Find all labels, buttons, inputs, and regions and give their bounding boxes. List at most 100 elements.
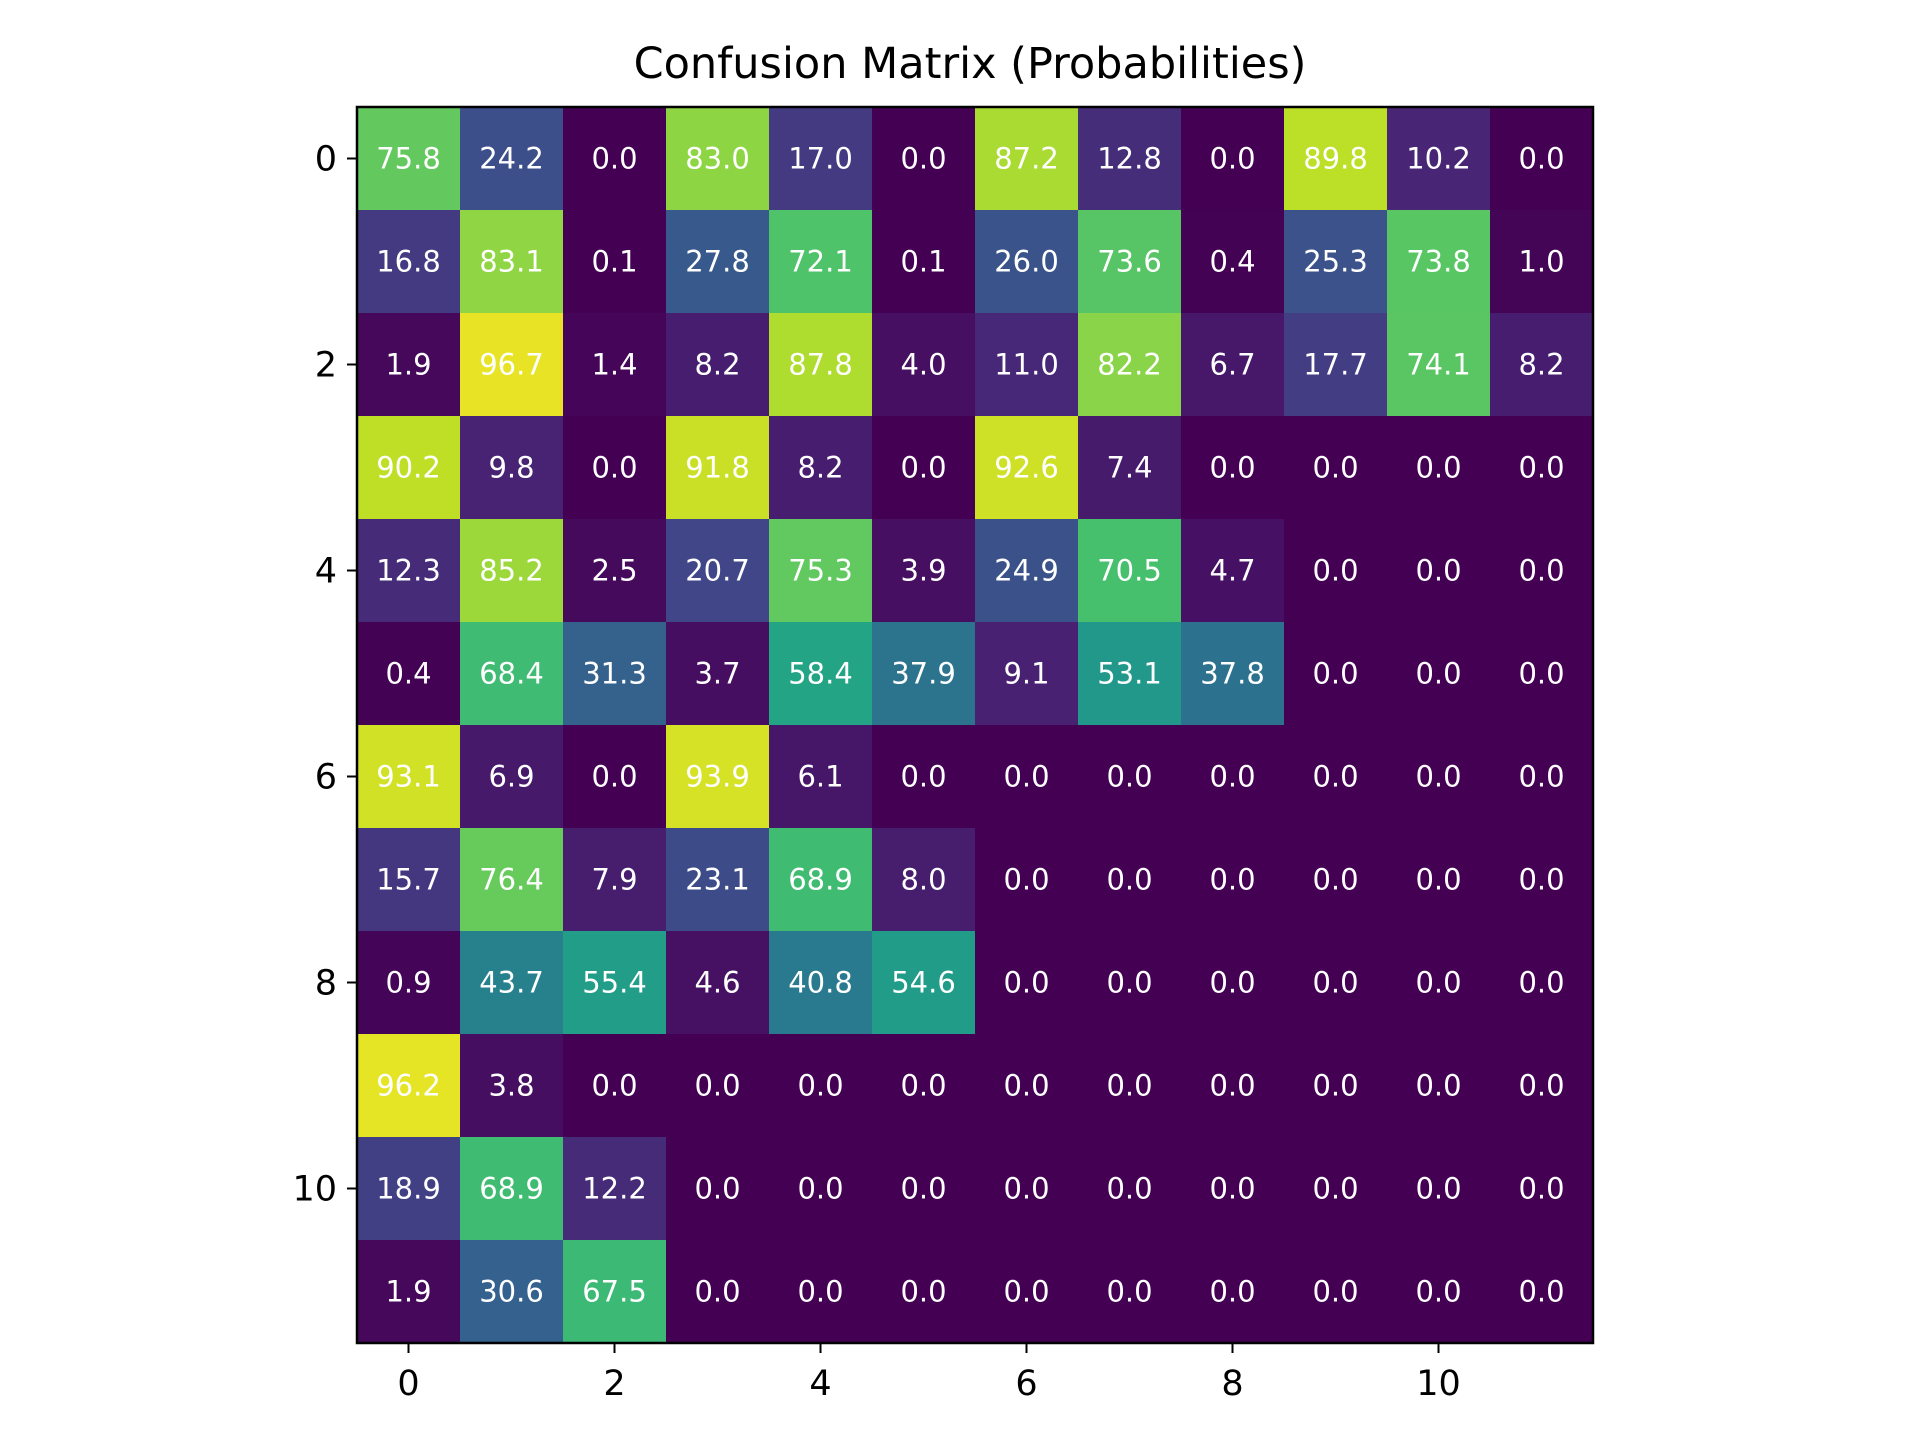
cell-value-label: 17.7 bbox=[1303, 348, 1368, 382]
cell-value-label: 15.7 bbox=[376, 863, 441, 897]
heatmap-cell bbox=[769, 313, 873, 417]
heatmap-cell bbox=[563, 1137, 667, 1241]
cell-value-label: 0.9 bbox=[385, 966, 431, 1000]
cell-value-label: 0.0 bbox=[1518, 554, 1564, 588]
cell-value-label: 9.8 bbox=[488, 451, 534, 485]
heatmap-cell bbox=[872, 107, 976, 211]
cell-value-label: 73.6 bbox=[1097, 245, 1162, 279]
plot-frame bbox=[355, 105, 1595, 1345]
heatmap-cell bbox=[357, 210, 461, 314]
cell-value-label: 93.9 bbox=[685, 760, 750, 794]
heatmap-cell bbox=[666, 725, 770, 829]
heatmap-cell bbox=[1387, 622, 1491, 726]
heatmap-cell bbox=[872, 828, 976, 932]
heatmap-cell bbox=[460, 931, 564, 1035]
heatmap-cell bbox=[666, 828, 770, 932]
cell-value-label: 70.5 bbox=[1097, 554, 1162, 588]
heatmap-cell bbox=[1490, 1240, 1594, 1344]
heatmap-cell bbox=[563, 416, 667, 520]
cell-value-label: 0.0 bbox=[1312, 863, 1358, 897]
heatmap-cell bbox=[1387, 313, 1491, 417]
heatmap-cell bbox=[975, 313, 1079, 417]
heatmap-cell bbox=[1387, 931, 1491, 1035]
x-tick-label: 0 bbox=[397, 1364, 419, 1404]
cell-value-label: 6.7 bbox=[1209, 348, 1255, 382]
heatmap-cell bbox=[1387, 725, 1491, 829]
cell-value-label: 0.0 bbox=[797, 1172, 843, 1206]
cell-value-label: 0.0 bbox=[1415, 1069, 1461, 1103]
y-tick-label: 2 bbox=[315, 346, 337, 386]
cell-value-label: 0.0 bbox=[1209, 1275, 1255, 1309]
heatmap-cell bbox=[1387, 1137, 1491, 1241]
chart-title: Confusion Matrix (Probabilities) bbox=[634, 39, 1307, 89]
cell-value-label: 24.9 bbox=[994, 554, 1059, 588]
cell-value-label: 0.0 bbox=[591, 142, 637, 176]
heatmap-cell bbox=[1181, 725, 1285, 829]
heatmap-cell bbox=[357, 313, 461, 417]
cell-value-label: 89.8 bbox=[1303, 142, 1368, 176]
heatmap-cell bbox=[1181, 931, 1285, 1035]
cell-value-label: 54.6 bbox=[891, 966, 956, 1000]
cell-value-label: 87.8 bbox=[788, 348, 853, 382]
cell-value-label: 31.3 bbox=[582, 657, 647, 691]
cell-value-label: 23.1 bbox=[685, 863, 750, 897]
x-axis: 0 2 4 6 8 10 bbox=[397, 1343, 1461, 1404]
cell-value-label: 8.2 bbox=[797, 451, 843, 485]
cell-value-label: 91.8 bbox=[685, 451, 750, 485]
heatmap-cells bbox=[357, 107, 1594, 1344]
cell-value-label: 96.7 bbox=[479, 348, 544, 382]
cell-value-label: 0.0 bbox=[1106, 1069, 1152, 1103]
heatmap-cell bbox=[563, 107, 667, 211]
cell-value-label: 87.2 bbox=[994, 142, 1059, 176]
heatmap-cell bbox=[563, 931, 667, 1035]
cell-value-label: 73.8 bbox=[1406, 245, 1471, 279]
heatmap-cell bbox=[872, 313, 976, 417]
cell-value-label: 0.0 bbox=[1003, 1172, 1049, 1206]
cell-value-label: 0.0 bbox=[1003, 1275, 1049, 1309]
x-tick-label: 2 bbox=[603, 1364, 625, 1404]
cell-value-label: 12.2 bbox=[582, 1172, 647, 1206]
cell-value-label: 83.1 bbox=[479, 245, 544, 279]
cell-value-label: 7.9 bbox=[591, 863, 637, 897]
heatmap-cell bbox=[769, 725, 873, 829]
cell-value-label: 3.9 bbox=[900, 554, 946, 588]
heatmap-cell bbox=[769, 828, 873, 932]
heatmap-cell bbox=[666, 313, 770, 417]
cell-value-label: 0.0 bbox=[1003, 863, 1049, 897]
cell-value-label: 0.0 bbox=[1415, 554, 1461, 588]
heatmap-cell bbox=[975, 519, 1079, 623]
heatmap-cell bbox=[769, 107, 873, 211]
cell-value-label: 0.0 bbox=[1106, 1172, 1152, 1206]
cell-value-label: 76.4 bbox=[479, 863, 544, 897]
heatmap-cell bbox=[666, 1137, 770, 1241]
cell-value-label: 4.0 bbox=[900, 348, 946, 382]
heatmap-cell bbox=[769, 210, 873, 314]
heatmap-cell bbox=[563, 1034, 667, 1138]
heatmap-cell bbox=[1284, 1034, 1388, 1138]
heatmap-cell bbox=[1387, 519, 1491, 623]
heatmap-cell bbox=[1284, 519, 1388, 623]
x-tick-label: 4 bbox=[809, 1364, 831, 1404]
heatmap-cell bbox=[563, 210, 667, 314]
heatmap-cell bbox=[563, 1240, 667, 1344]
heatmap-cell bbox=[975, 1034, 1079, 1138]
heatmap-cell bbox=[1284, 107, 1388, 211]
cell-value-label: 0.0 bbox=[591, 451, 637, 485]
heatmap-cell bbox=[975, 1240, 1079, 1344]
cell-value-label: 0.0 bbox=[1415, 966, 1461, 1000]
cell-value-label: 72.1 bbox=[788, 245, 853, 279]
cell-value-label: 0.0 bbox=[900, 142, 946, 176]
heatmap-cell bbox=[357, 931, 461, 1035]
heatmap-cell bbox=[1078, 1034, 1182, 1138]
heatmap-cell bbox=[769, 931, 873, 1035]
heatmap-cell bbox=[666, 622, 770, 726]
cell-value-label: 0.4 bbox=[1209, 245, 1255, 279]
heatmap-cell bbox=[666, 931, 770, 1035]
cell-value-label: 0.0 bbox=[1415, 1275, 1461, 1309]
heatmap-cell bbox=[872, 1137, 976, 1241]
cell-value-label: 0.0 bbox=[1209, 863, 1255, 897]
cell-value-label: 16.8 bbox=[376, 245, 441, 279]
cell-value-label: 0.0 bbox=[1415, 657, 1461, 691]
